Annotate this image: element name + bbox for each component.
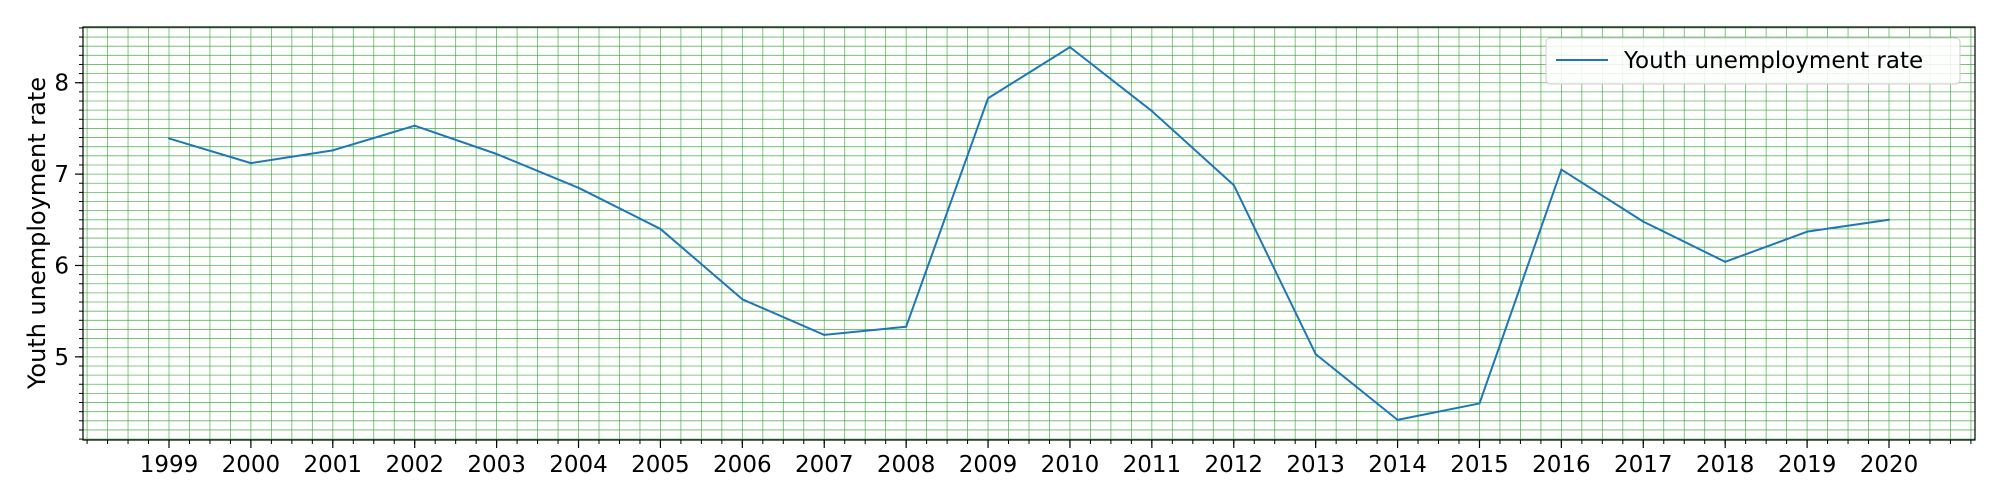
x-tick-label: 2009 <box>959 452 1018 478</box>
x-tick-label: 2000 <box>222 452 281 478</box>
data-point <box>741 298 744 301</box>
x-tick-label: 2001 <box>304 452 363 478</box>
data-point <box>1560 168 1563 171</box>
x-tick-label: 2008 <box>877 452 936 478</box>
x-tick-label: 2004 <box>549 452 608 478</box>
ticks-layer: 1999 2000 2001 2002 2003 2004 2005 2006 2007 2008… <box>54 27 1972 478</box>
x-tick-label: 2013 <box>1286 452 1345 478</box>
x-tick-label: 2005 <box>631 452 690 478</box>
grid <box>83 27 1975 440</box>
y-tick-label: 6 <box>54 253 69 279</box>
data-point <box>413 124 416 127</box>
data-point <box>1068 46 1071 49</box>
data-point <box>331 149 334 152</box>
data-point <box>1642 220 1645 223</box>
x-tick-label: 2010 <box>1041 452 1100 478</box>
y-axis-label: Youth unemployment rate <box>23 77 51 390</box>
data-point <box>1150 110 1153 113</box>
x-tick-label: 2011 <box>1123 452 1182 478</box>
data-point <box>1396 418 1399 421</box>
data-point <box>823 333 826 336</box>
legend-box <box>1545 37 1961 85</box>
series-layer <box>168 46 1890 421</box>
x-tick-label: 2018 <box>1696 452 1755 478</box>
x-tick-label: 2006 <box>713 452 772 478</box>
y-tick-label: 5 <box>54 345 69 371</box>
y-tick-label: 8 <box>54 71 69 97</box>
x-tick-label: 2017 <box>1614 452 1673 478</box>
series-line <box>168 46 1890 421</box>
data-point <box>1888 218 1890 221</box>
data-point <box>1724 260 1727 263</box>
data-point <box>905 325 908 328</box>
x-tick-label: 2012 <box>1204 452 1263 478</box>
data-point <box>659 227 662 230</box>
y-tick-label: 7 <box>54 162 69 188</box>
x-tick-label: 2015 <box>1450 452 1509 478</box>
x-tick-label: 2002 <box>385 452 444 478</box>
data-point <box>249 162 252 165</box>
data-point <box>1478 402 1481 405</box>
x-tick-label: 2020 <box>1860 452 1919 478</box>
data-point <box>1314 353 1317 356</box>
data-point <box>1806 230 1809 233</box>
x-tick-label: 2016 <box>1532 452 1591 478</box>
x-tick-label: 2003 <box>467 452 526 478</box>
x-tick-label: 2019 <box>1778 452 1837 478</box>
data-point <box>987 97 990 100</box>
x-tick-label: 2007 <box>795 452 854 478</box>
data-point <box>168 137 170 140</box>
data-point <box>495 153 498 156</box>
legend-label: Youth unemployment rate <box>1623 48 1923 74</box>
x-tick-label: 2014 <box>1368 452 1427 478</box>
data-point <box>577 186 580 189</box>
legend: Youth unemployment rate <box>1545 37 1961 85</box>
data-point <box>1232 184 1235 187</box>
x-tick-label: 1999 <box>140 452 199 478</box>
